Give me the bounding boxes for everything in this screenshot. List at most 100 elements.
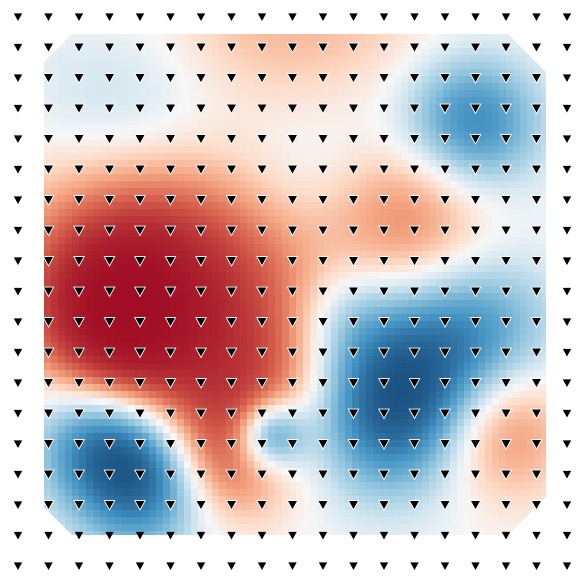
heatmap-cell	[58, 230, 66, 238]
heatmap-cell	[114, 335, 122, 343]
heatmap-cell	[86, 496, 94, 504]
heatmap-cell	[191, 510, 199, 518]
heatmap-cell	[464, 307, 472, 315]
heatmap-cell	[513, 377, 521, 385]
heatmap-cell	[184, 377, 192, 385]
heatmap-cell	[324, 34, 332, 42]
heatmap-cell	[247, 76, 255, 84]
heatmap-cell	[338, 510, 346, 518]
heatmap-cell	[492, 293, 500, 301]
heatmap-cell	[296, 146, 304, 154]
heatmap-cell	[79, 202, 87, 210]
heatmap-cell	[527, 447, 535, 455]
heatmap-cell	[331, 139, 339, 147]
heatmap-cell	[114, 363, 122, 371]
heatmap-cell	[191, 230, 199, 238]
heatmap-cell	[387, 174, 395, 182]
heatmap-cell	[317, 454, 325, 462]
heatmap-cell	[149, 104, 157, 112]
heatmap-cell	[233, 251, 241, 259]
heatmap-cell	[499, 426, 507, 434]
heatmap-cell	[408, 398, 416, 406]
heatmap-cell	[100, 342, 108, 350]
heatmap-cell	[408, 237, 416, 245]
heatmap-cell	[471, 447, 479, 455]
heatmap-cell	[205, 139, 213, 147]
heatmap-cell	[44, 335, 52, 343]
heatmap-cell	[366, 41, 374, 49]
heatmap-cell	[261, 384, 269, 392]
heatmap-cell	[191, 419, 199, 427]
heatmap-cell	[261, 454, 269, 462]
heatmap-cell	[352, 307, 360, 315]
heatmap-cell	[86, 412, 94, 420]
heatmap-cell	[366, 230, 374, 238]
heatmap-cell	[436, 55, 444, 63]
heatmap-cell	[149, 447, 157, 455]
heatmap-cell	[191, 146, 199, 154]
heatmap-cell	[128, 279, 136, 287]
heatmap-cell	[408, 125, 416, 133]
heatmap-cell	[394, 412, 402, 420]
heatmap-cell	[65, 398, 73, 406]
heatmap-cell	[282, 433, 290, 441]
heatmap-cell	[352, 391, 360, 399]
heatmap-cell	[142, 496, 150, 504]
heatmap-cell	[254, 293, 262, 301]
heatmap-cell	[331, 272, 339, 280]
heatmap-cell	[534, 300, 542, 308]
heatmap-cell	[331, 475, 339, 483]
heatmap-cell	[58, 104, 66, 112]
heatmap-cell	[79, 433, 87, 441]
heatmap-cell	[212, 321, 220, 329]
heatmap-cell	[436, 321, 444, 329]
heatmap-cell	[212, 237, 220, 245]
heatmap-cell	[247, 405, 255, 413]
heatmap-cell	[212, 111, 220, 119]
heatmap-cell	[506, 426, 514, 434]
heatmap-cell	[58, 433, 66, 441]
heatmap-cell	[422, 342, 430, 350]
heatmap-cell	[457, 447, 465, 455]
heatmap-cell	[541, 251, 546, 259]
heatmap-cell	[513, 405, 521, 413]
heatmap-cell	[233, 209, 241, 217]
heatmap-cell	[366, 503, 374, 511]
heatmap-cell	[541, 342, 546, 350]
heatmap-cell	[527, 83, 535, 91]
heatmap-cell	[51, 167, 59, 175]
heatmap-cell	[247, 419, 255, 427]
heatmap-cell	[345, 461, 353, 469]
heatmap-cell	[415, 181, 423, 189]
heatmap-cell	[527, 272, 535, 280]
heatmap-cell	[275, 272, 283, 280]
heatmap-cell	[457, 174, 465, 182]
heatmap-cell	[205, 83, 213, 91]
heatmap-cell	[191, 167, 199, 175]
heatmap-cell	[415, 125, 423, 133]
heatmap-cell	[331, 468, 339, 476]
heatmap-cell	[149, 293, 157, 301]
heatmap-cell	[338, 104, 346, 112]
heatmap-cell	[100, 188, 108, 196]
heatmap-cell	[149, 118, 157, 126]
heatmap-cell	[359, 41, 367, 49]
heatmap-cell	[366, 167, 374, 175]
heatmap-cell	[51, 83, 59, 91]
heatmap-cell	[58, 412, 66, 420]
heatmap-cell	[177, 97, 185, 105]
heatmap-cell	[352, 251, 360, 259]
heatmap-cell	[450, 160, 458, 168]
heatmap-cell	[366, 405, 374, 413]
heatmap-cell	[450, 230, 458, 238]
heatmap-cell	[72, 160, 80, 168]
heatmap-cell	[93, 286, 101, 294]
heatmap-cell	[415, 279, 423, 287]
heatmap-cell	[324, 356, 332, 364]
heatmap-cell	[485, 475, 493, 483]
heatmap-cell	[72, 447, 80, 455]
heatmap-cell	[268, 34, 276, 42]
heatmap-cell	[121, 405, 129, 413]
heatmap-cell	[156, 328, 164, 336]
heatmap-cell	[506, 160, 514, 168]
